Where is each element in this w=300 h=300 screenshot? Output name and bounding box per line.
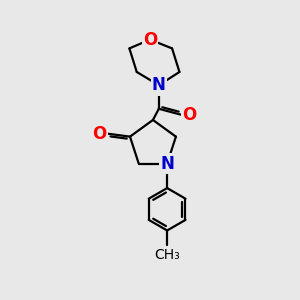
- Text: O: O: [92, 125, 107, 143]
- Text: CH₃: CH₃: [154, 248, 180, 262]
- Text: O: O: [143, 31, 157, 49]
- Text: O: O: [182, 106, 196, 124]
- Text: N: N: [160, 154, 174, 172]
- Text: N: N: [152, 76, 166, 94]
